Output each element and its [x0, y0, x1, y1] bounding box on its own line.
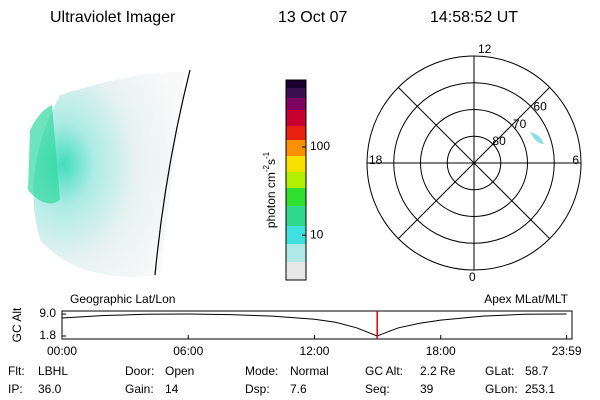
- info-value: 7.6: [290, 382, 307, 396]
- info-value: 36.0: [38, 382, 62, 396]
- info-value: 14: [165, 382, 179, 396]
- date: 13 Oct 07: [278, 9, 347, 26]
- info-value: LBHL: [38, 364, 68, 378]
- mlt-label: 18: [369, 153, 383, 167]
- unit-exp: -2: [262, 164, 271, 172]
- info-label: IP:: [8, 382, 23, 396]
- info-value: 39: [420, 382, 434, 396]
- lat-ring-label: 70: [513, 117, 527, 131]
- colorbar: [285, 79, 307, 281]
- unit-exp: -1: [262, 151, 271, 159]
- lat-ring: [393, 82, 555, 244]
- x-tick-label: 06:00: [173, 344, 203, 358]
- mlt-label: 0: [469, 270, 476, 284]
- info-label: Seq:: [365, 382, 390, 396]
- mlt-label: 6: [572, 153, 579, 167]
- uv-image: [28, 69, 544, 277]
- info-label: Mode:: [245, 364, 278, 378]
- info-label: Flt:: [8, 364, 25, 378]
- timeline-left-label: Geographic Lat/Lon: [70, 292, 175, 306]
- colorbar-tick-label: 100: [310, 139, 330, 153]
- info-value: 2.2 Re: [420, 364, 456, 378]
- timeline-frame: [61, 310, 573, 340]
- x-tick-label: 00:00: [47, 344, 77, 358]
- info-value: Open: [165, 364, 194, 378]
- colorbar-tick-label: 10: [310, 227, 324, 241]
- lat-ring: [446, 135, 502, 191]
- unit: s: [264, 159, 278, 165]
- title: Ultraviolet Imager: [50, 9, 176, 26]
- y-tick-label: 9.0: [39, 306, 56, 320]
- unit: photon cm: [264, 172, 278, 228]
- info-label: GLon:: [485, 382, 518, 396]
- y-label: GC Alt: [10, 307, 24, 342]
- info-value: 253.1: [525, 382, 555, 396]
- altitude-line: [61, 313, 567, 337]
- mlt-label: 12: [478, 42, 492, 56]
- colorbar-label: photon cm-2s-1: [262, 151, 278, 228]
- x-tick-label: 23:59: [552, 344, 582, 358]
- lat-ring-label: 60: [533, 100, 547, 114]
- mlt-spoke: [397, 86, 551, 240]
- x-tick-label: 12:00: [299, 344, 329, 358]
- y-tick-label: 1.8: [39, 328, 56, 342]
- timeline-right-label: Apex MLat/MLT: [484, 292, 568, 306]
- lat-ring: [420, 109, 528, 217]
- x-tick-label: 18:00: [426, 344, 456, 358]
- lat-ring-label: 80: [492, 134, 506, 148]
- info-label: Gain:: [125, 382, 154, 396]
- info-label: Door:: [125, 364, 154, 378]
- time: 14:58:52 UT: [430, 9, 518, 26]
- info-value: Normal: [290, 364, 329, 378]
- info-label: GLat:: [485, 364, 514, 378]
- info-label: Dsp:: [245, 382, 270, 396]
- info-label: GC Alt:: [365, 364, 403, 378]
- info-value: 58.7: [525, 364, 549, 378]
